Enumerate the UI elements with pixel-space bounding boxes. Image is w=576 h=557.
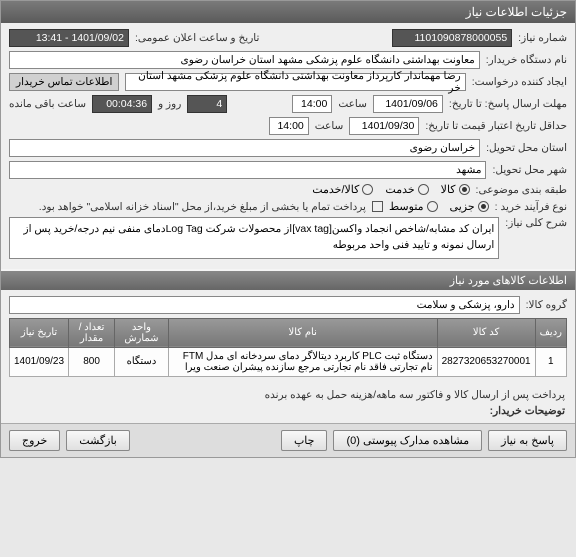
category-radio-group: کالا خدمت کالا/خدمت bbox=[312, 183, 469, 196]
footer-note-label: توضیحات خریدار: bbox=[490, 405, 565, 417]
need-no-field: 1101090878000055 bbox=[392, 29, 512, 47]
description-box: ایران کد مشابه/شاخص انجماد واکسن[vax tag… bbox=[9, 217, 499, 259]
buyer-field: معاونت بهداشتی دانشگاه علوم پزشکی مشهد ا… bbox=[9, 51, 480, 69]
print-button[interactable]: چاپ bbox=[281, 430, 328, 451]
radio-partial-icon bbox=[478, 201, 489, 212]
col-date: تاریخ نیاز bbox=[10, 318, 69, 347]
requester-label: ایجاد کننده درخواست: bbox=[472, 76, 567, 88]
time-remaining-field: 00:04:36 bbox=[92, 95, 152, 113]
province-field: خراسان رضوی bbox=[9, 139, 480, 157]
days-remaining-field: 4 bbox=[187, 95, 227, 113]
items-table: ردیف کد کالا نام کالا واحد شمارش تعداد /… bbox=[9, 318, 567, 377]
radio-medium-label: متوسط bbox=[389, 200, 424, 213]
payment-note: پرداخت تمام یا بخشی از مبلغ خرید،از محل … bbox=[39, 201, 366, 213]
process-label: نوع فرآیند خرید : bbox=[495, 201, 567, 213]
days-suffix: روز و bbox=[158, 98, 181, 110]
remain-suffix: ساعت باقی مانده bbox=[9, 98, 86, 110]
cell-unit: دستگاه bbox=[115, 347, 169, 376]
radio-service-icon bbox=[418, 184, 429, 195]
footer-note-text: پرداخت پس از ارسال کالا و فاکتور سه ماهه… bbox=[11, 389, 565, 401]
province-label: استان محل تحویل: bbox=[486, 142, 567, 154]
window-title: جزئیات اطلاعات نیاز bbox=[466, 5, 567, 19]
deadline-time-field: 14:00 bbox=[292, 95, 332, 113]
main-window: جزئیات اطلاعات نیاز شماره نیاز: 11010908… bbox=[0, 0, 576, 458]
cell-idx: 1 bbox=[535, 347, 566, 376]
col-qty: تعداد / مقدار bbox=[69, 318, 115, 347]
contact-buyer-button[interactable]: اطلاعات تماس خریدار bbox=[9, 73, 119, 91]
items-section-header: اطلاعات کالاهای مورد نیاز bbox=[1, 271, 575, 290]
radio-service[interactable]: خدمت bbox=[385, 183, 428, 196]
cell-date: 1401/09/23 bbox=[10, 347, 69, 376]
items-area: گروه کالا: دارو، پزشکی و سلامت ردیف کد ک… bbox=[1, 290, 575, 383]
city-label: شهر محل تحویل: bbox=[492, 164, 567, 176]
city-field: مشهد bbox=[9, 161, 486, 179]
back-button[interactable]: بازگشت bbox=[66, 430, 130, 451]
radio-partial[interactable]: جزیی bbox=[450, 200, 489, 213]
cell-qty: 800 bbox=[69, 347, 115, 376]
deadline-date-field: 1401/09/06 bbox=[373, 95, 443, 113]
buyer-label: نام دستگاه خریدار: bbox=[486, 54, 567, 66]
cell-code: 2827320653270001 bbox=[437, 347, 535, 376]
deadline-label: مهلت ارسال پاسخ: تا تاریخ: bbox=[449, 98, 567, 110]
exit-button[interactable]: خروج bbox=[9, 430, 60, 451]
desc-label: شرح کلی نیاز: bbox=[505, 217, 567, 229]
radio-medium-icon bbox=[427, 201, 438, 212]
window-title-bar: جزئیات اطلاعات نیاز bbox=[1, 1, 575, 23]
time-label-2: ساعت bbox=[315, 120, 344, 132]
form-area: شماره نیاز: 1101090878000055 تاریخ و ساع… bbox=[1, 23, 575, 269]
radio-partial-label: جزیی bbox=[450, 200, 475, 213]
footer-note-area: پرداخت پس از ارسال کالا و فاکتور سه ماهه… bbox=[1, 383, 575, 423]
radio-service-label: خدمت bbox=[385, 183, 414, 196]
radio-both-label: کالا/خدمت bbox=[312, 183, 359, 196]
radio-both[interactable]: کالا/خدمت bbox=[312, 183, 373, 196]
announce-label: تاریخ و ساعت اعلان عمومی: bbox=[135, 32, 259, 44]
radio-both-icon bbox=[362, 184, 373, 195]
reply-button[interactable]: پاسخ به نیاز bbox=[488, 430, 567, 451]
validity-time-field: 14:00 bbox=[269, 117, 309, 135]
radio-goods[interactable]: کالا bbox=[441, 183, 470, 196]
group-label: گروه کالا: bbox=[526, 299, 567, 311]
validity-date-field: 1401/09/30 bbox=[349, 117, 419, 135]
validity-label: حداقل تاریخ اعتبار قیمت تا تاریخ: bbox=[425, 120, 567, 132]
table-row[interactable]: 1 2827320653270001 دستگاه ثبت PLC کاربرد… bbox=[10, 347, 567, 376]
need-no-label: شماره نیاز: bbox=[518, 32, 567, 44]
group-field: دارو، پزشکی و سلامت bbox=[9, 296, 520, 314]
bottom-bar: پاسخ به نیاز مشاهده مدارک پیوستی (0) چاپ… bbox=[1, 423, 575, 457]
announce-field: 1401/09/02 - 13:41 bbox=[9, 29, 129, 47]
time-label-1: ساعت bbox=[338, 98, 367, 110]
radio-medium[interactable]: متوسط bbox=[389, 200, 438, 213]
col-unit: واحد شمارش bbox=[115, 318, 169, 347]
col-row: ردیف bbox=[535, 318, 566, 347]
cell-name: دستگاه ثبت PLC کاربرد دیتالاگر دمای سردخ… bbox=[168, 347, 437, 376]
category-label: طبقه بندی موضوعی: bbox=[476, 184, 567, 196]
col-code: کد کالا bbox=[437, 318, 535, 347]
attachments-button[interactable]: مشاهده مدارک پیوستی (0) bbox=[333, 430, 482, 451]
treasury-checkbox[interactable] bbox=[372, 201, 383, 212]
requester-field: رضا مهماندار کارپرداز معاونت بهداشتی دان… bbox=[125, 73, 465, 91]
process-radio-group: جزیی متوسط bbox=[389, 200, 489, 213]
radio-goods-icon bbox=[459, 184, 470, 195]
col-name: نام کالا bbox=[168, 318, 437, 347]
radio-goods-label: کالا bbox=[441, 183, 456, 196]
